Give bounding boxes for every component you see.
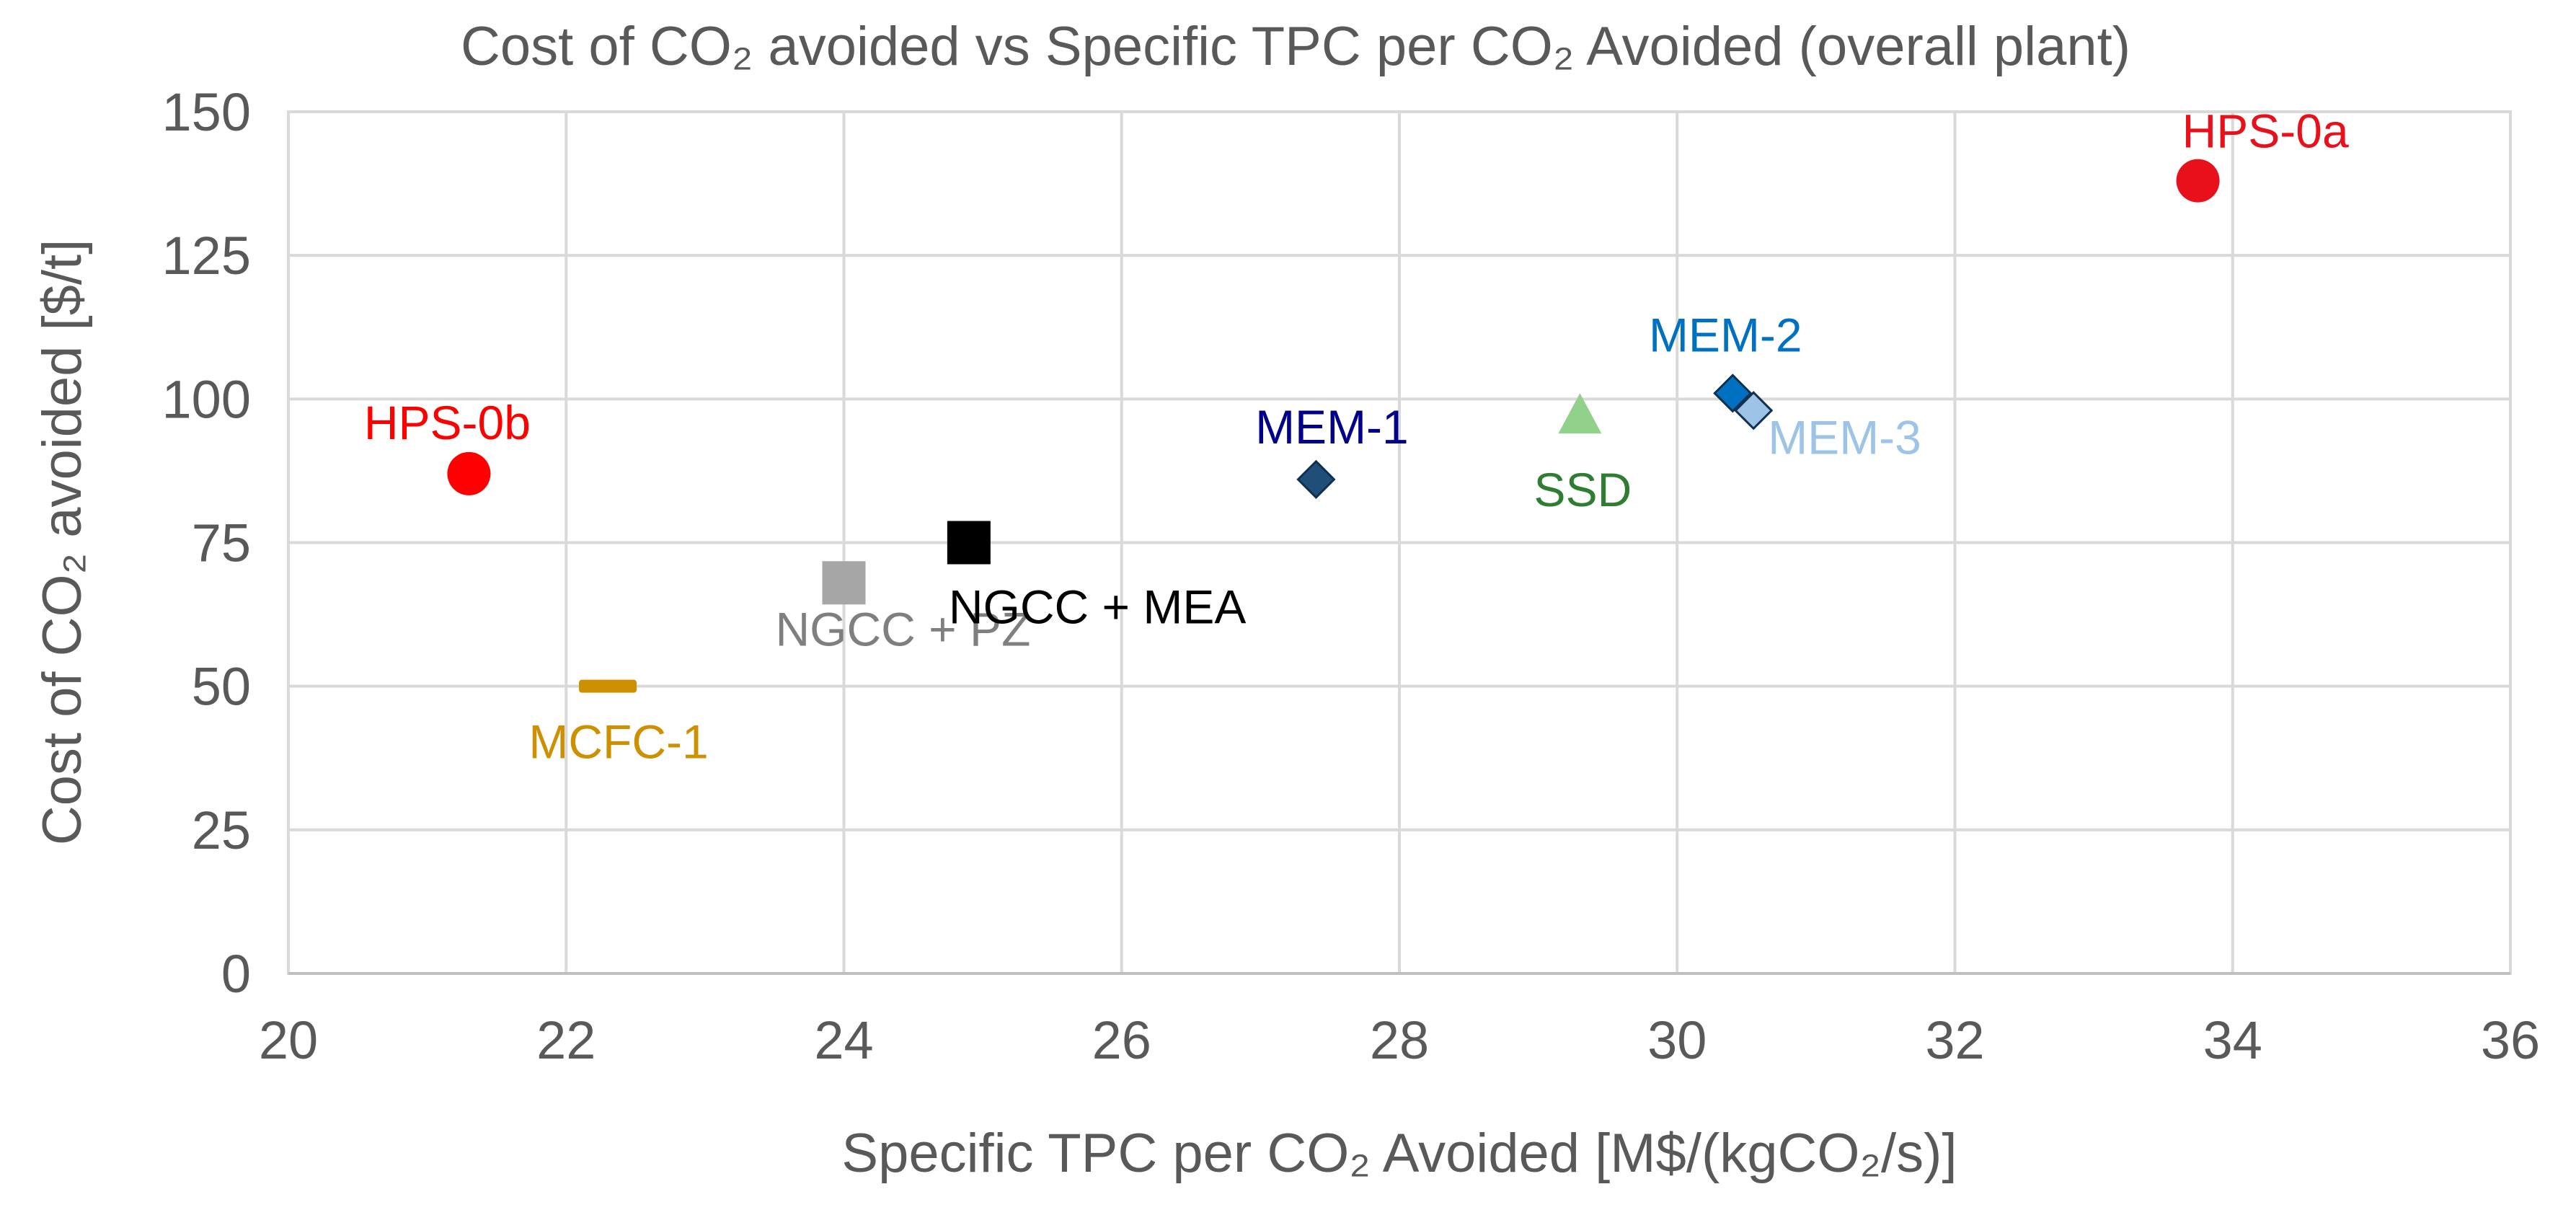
y-axis-label: Cost of CO₂ avoided [$/t] <box>32 239 93 846</box>
point-ssd <box>1558 393 1602 434</box>
point-ngcc-pz <box>822 561 866 605</box>
x-gridlines <box>287 112 2512 973</box>
x-tick-labels: 20 22 24 26 28 30 32 34 36 <box>259 1010 2540 1070</box>
label-hps-0b: HPS-0b <box>364 396 531 449</box>
x-tick-label: 28 <box>1370 1010 1429 1070</box>
x-tick-label: 36 <box>2481 1010 2540 1070</box>
x-axis-label: Specific TPC per CO₂ Avoided [M$/(kgCO₂/… <box>841 1123 1957 1184</box>
x-tick-label: 26 <box>1092 1010 1151 1070</box>
y-tick-labels: 0 25 50 75 100 125 150 <box>162 82 251 1004</box>
x-tick-label: 22 <box>536 1010 596 1070</box>
label-mem-1: MEM-1 <box>1255 400 1409 454</box>
label-ngcc-mea: NGCC + MEA <box>949 580 1247 634</box>
y-tick-label: 25 <box>192 800 251 860</box>
x-tick-label: 20 <box>259 1010 318 1070</box>
label-hps-0a: HPS-0a <box>2182 105 2349 158</box>
label-ssd: SSD <box>1534 463 1632 516</box>
y-tick-label: 125 <box>162 226 251 286</box>
point-mem-2 <box>1713 374 1753 413</box>
point-hps-0b <box>447 451 491 495</box>
point-hps-0a <box>2176 159 2220 203</box>
label-mcfc-1: MCFC-1 <box>528 715 708 769</box>
point-mem-1 <box>1296 459 1336 499</box>
x-tick-label: 24 <box>814 1010 873 1070</box>
point-mcfc-1 <box>579 679 637 693</box>
y-tick-label: 100 <box>162 369 251 429</box>
label-mem-3: MEM-3 <box>1768 410 1921 464</box>
y-tick-label: 50 <box>192 657 251 717</box>
label-ngcc-pz: NGCC + PZ <box>776 602 1031 655</box>
x-tick-label: 30 <box>1647 1010 1707 1070</box>
y-tick-label: 0 <box>221 944 251 1004</box>
data-points <box>447 159 2220 693</box>
x-tick-label: 32 <box>1925 1010 1984 1070</box>
point-mem-3 <box>1734 391 1774 430</box>
y-tick-label: 75 <box>192 513 251 573</box>
point-ngcc-mea <box>947 521 991 565</box>
label-mem-2: MEM-2 <box>1649 308 1802 361</box>
chart-title: Cost of CO₂ avoided vs Specific TPC per … <box>461 16 2130 77</box>
y-tick-label: 150 <box>162 82 251 142</box>
x-tick-label: 34 <box>2203 1010 2262 1070</box>
